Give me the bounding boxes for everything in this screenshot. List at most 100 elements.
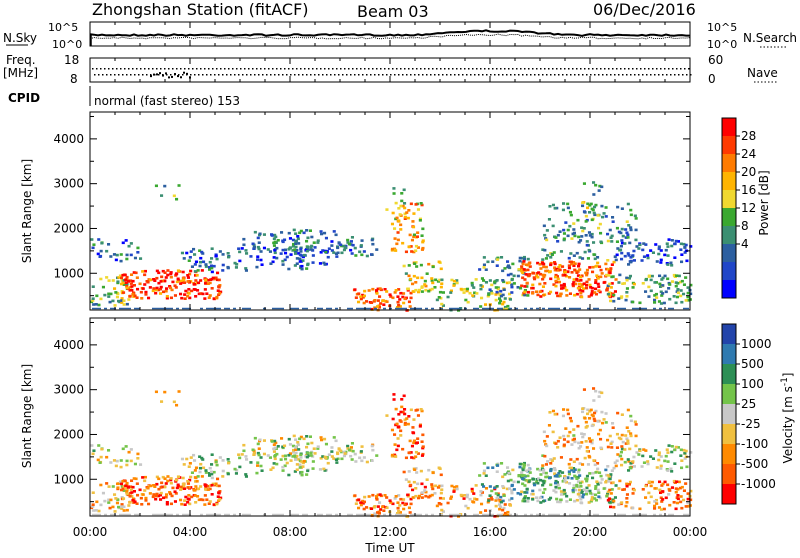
power-cell — [441, 291, 445, 294]
velocity-cell — [154, 494, 158, 498]
power-cell — [273, 251, 277, 255]
power-cell — [125, 302, 129, 306]
power-cell — [204, 265, 208, 268]
power-cell — [606, 239, 610, 243]
power-cell — [259, 250, 263, 253]
power-cell — [299, 250, 303, 253]
velocity-cell — [620, 513, 623, 516]
power-cell — [581, 229, 585, 233]
velocity-cell — [370, 459, 374, 462]
velocity-cell — [541, 479, 545, 483]
velocity-cell — [535, 496, 539, 499]
power-cell — [496, 286, 500, 289]
velocity-cell — [578, 513, 581, 516]
velocity-cell — [182, 513, 185, 516]
velocity-cell — [379, 508, 383, 511]
power-cell — [287, 231, 291, 235]
velocity-cell — [650, 480, 654, 484]
power-cell — [120, 301, 124, 304]
velocity-cell — [590, 492, 594, 496]
velocity-cell — [98, 513, 101, 516]
power-cell — [672, 273, 676, 277]
power-cell — [212, 297, 216, 300]
freq-dot — [150, 74, 152, 76]
power-cell — [665, 242, 669, 245]
velocity-cell — [438, 484, 442, 488]
power-cell — [617, 307, 620, 310]
velocity-cell — [354, 502, 358, 505]
velocity-cell — [563, 476, 567, 480]
velocity-cell — [301, 461, 305, 465]
freq-dot — [406, 74, 408, 76]
power-cell — [654, 292, 658, 296]
nave-dot — [456, 68, 458, 70]
power-cell — [198, 260, 202, 264]
colorbar-segment — [722, 262, 736, 281]
velocity-cell — [99, 483, 103, 487]
velocity-cell — [581, 463, 585, 466]
velocity-cell — [206, 513, 209, 516]
freq-dot — [298, 74, 300, 76]
power-cell — [491, 260, 495, 263]
power-cell — [152, 287, 156, 290]
velocity-cell — [275, 513, 278, 516]
power-cell — [184, 289, 188, 293]
velocity-cell — [594, 487, 598, 490]
power-cell — [358, 250, 362, 254]
velocity-cell — [510, 489, 514, 492]
velocity-cell — [629, 434, 633, 438]
velocity-cell — [390, 453, 394, 457]
nave-dot — [252, 68, 254, 70]
nave-dot — [284, 68, 286, 70]
velocity-cell — [684, 505, 688, 508]
velocity-cell — [472, 492, 476, 495]
y-tick-label: 3000 — [53, 383, 84, 397]
power-cell — [244, 249, 248, 252]
power-cell — [629, 228, 633, 232]
power-cell — [452, 284, 456, 287]
noise-panel: N.Sky 10^5 10^0 10^5 10^0 N.Search — [3, 21, 797, 51]
velocity-cell — [519, 492, 523, 496]
power-cell — [252, 245, 256, 249]
velocity-cell — [548, 513, 551, 516]
power-cell — [571, 284, 575, 288]
velocity-colorbar-label-sup: -1 — [780, 377, 790, 386]
power-cell — [285, 255, 289, 259]
power-cell — [573, 234, 577, 238]
velocity-cell — [227, 461, 231, 465]
velocity-cell — [523, 499, 527, 503]
velocity-cell — [256, 464, 260, 467]
colorbar-tick: -1000 — [741, 477, 776, 491]
power-cell — [587, 231, 591, 234]
power-cell — [393, 227, 397, 230]
freq-dot — [490, 74, 492, 76]
velocity-cell — [416, 414, 420, 417]
velocity-cell — [615, 446, 619, 449]
power-cell — [686, 286, 690, 289]
velocity-cell — [659, 467, 663, 470]
power-cell — [604, 215, 608, 218]
power-cell — [572, 307, 575, 310]
velocity-cell — [545, 444, 549, 448]
velocity-cell — [488, 485, 492, 488]
velocity-cell — [554, 490, 558, 494]
velocity-cell — [175, 486, 179, 490]
power-cell — [218, 307, 221, 310]
power-cell — [632, 282, 636, 286]
x-tick-label: 20:00 — [573, 525, 608, 539]
power-cell — [176, 279, 180, 282]
velocity-cell — [670, 486, 674, 489]
power-cell — [212, 264, 216, 268]
velocity-cell — [273, 439, 277, 443]
power-cell — [118, 274, 122, 278]
velocity-cell — [452, 490, 456, 493]
velocity-cell — [94, 509, 98, 512]
power-cell — [668, 307, 671, 310]
velocity-cell — [309, 454, 313, 457]
power-cell — [635, 245, 639, 248]
velocity-cell — [183, 487, 187, 490]
nave-dot — [256, 68, 258, 70]
power-cell — [151, 289, 155, 293]
velocity-cell — [329, 513, 332, 516]
velocity-cell — [594, 493, 598, 497]
